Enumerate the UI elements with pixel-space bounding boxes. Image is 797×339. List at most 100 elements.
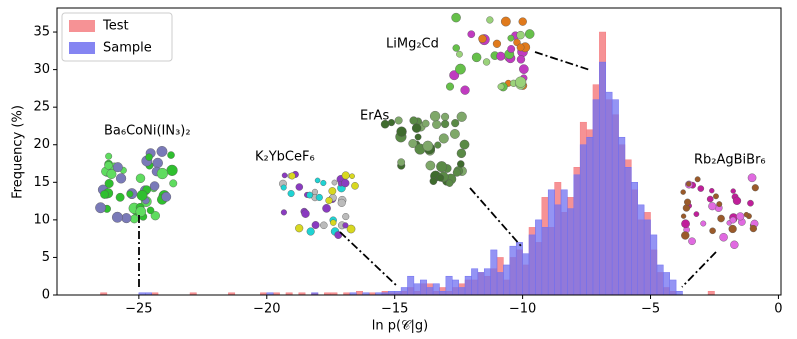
x-tick-label: −10: [509, 302, 536, 317]
histogram-bar: [464, 275, 472, 296]
atom: [478, 34, 487, 43]
histogram-bar: [394, 290, 402, 296]
atom: [280, 184, 287, 191]
atom: [680, 189, 686, 195]
atom: [516, 55, 526, 64]
histogram-bar: [503, 264, 511, 296]
x-axis-label: ln p(𝒞|g): [372, 319, 429, 334]
histogram-bar: [452, 279, 459, 296]
atom: [351, 182, 359, 190]
atom: [396, 126, 407, 137]
atom: [320, 179, 327, 187]
atom: [438, 133, 449, 144]
atom: [452, 44, 460, 52]
atom: [126, 190, 134, 198]
histogram-bar: [560, 189, 568, 296]
atom: [685, 181, 692, 187]
atom: [456, 50, 463, 58]
atom: [135, 206, 147, 217]
y-tick-label: 25: [33, 100, 50, 115]
atom: [288, 172, 296, 180]
atom: [492, 39, 502, 48]
atom: [152, 157, 163, 169]
atom: [104, 161, 113, 170]
histogram-bar: [567, 208, 575, 296]
arrow: [681, 251, 717, 288]
atom: [518, 17, 527, 26]
atom: [328, 187, 337, 195]
histogram-bar: [656, 264, 664, 296]
arrow: [339, 231, 398, 287]
histogram-bar: [669, 279, 677, 296]
atom: [519, 64, 529, 74]
atom: [743, 211, 750, 218]
atom: [516, 30, 525, 40]
histogram-bar: [541, 227, 549, 296]
atom: [322, 204, 331, 213]
atom: [306, 191, 314, 199]
atom: [507, 34, 515, 42]
histogram-bar: [605, 91, 613, 296]
atom: [325, 196, 333, 205]
histogram-bar: [624, 167, 632, 296]
plot-frame: [56, 7, 782, 296]
histogram-bar: [388, 290, 395, 296]
atom: [150, 211, 160, 221]
atom: [104, 179, 114, 188]
y-tick-label: 30: [33, 62, 50, 77]
histogram-bar: [618, 136, 626, 296]
atom: [156, 146, 168, 157]
atom: [507, 45, 516, 53]
atom: [315, 193, 323, 201]
atom: [436, 174, 445, 182]
histogram-bar: [490, 249, 498, 296]
legend: Test Sample: [61, 12, 173, 62]
atom: [105, 152, 113, 160]
atom: [697, 185, 705, 192]
atom: [709, 227, 716, 235]
histogram-bar: [420, 279, 427, 296]
atom: [425, 160, 436, 171]
atom: [422, 140, 434, 152]
atom: [429, 177, 438, 185]
atom: [146, 206, 155, 215]
histogram-bar: [643, 219, 651, 296]
atom: [408, 139, 418, 148]
atom: [115, 173, 127, 184]
atom: [471, 52, 482, 63]
x-tick-label: 0: [774, 302, 782, 317]
atom: [411, 123, 422, 133]
atom: [161, 191, 172, 202]
atom: [414, 133, 422, 141]
histogram-bar: [407, 275, 415, 296]
atom: [135, 173, 146, 183]
atom: [716, 201, 723, 208]
atom: [295, 183, 304, 191]
atom: [451, 12, 461, 23]
atom: [394, 116, 403, 125]
histogram-bar: [547, 189, 555, 296]
annotation: Ba₆CoNi(IN₃)₂: [104, 124, 191, 139]
atom: [441, 112, 450, 121]
atom: [680, 213, 687, 219]
histogram-bar: [707, 290, 715, 296]
atom: [729, 216, 737, 224]
atom: [167, 151, 175, 159]
atom: [706, 195, 714, 203]
histogram-bar: [483, 268, 491, 296]
atom: [717, 214, 725, 223]
histogram-bar: [592, 99, 600, 296]
atom: [331, 179, 338, 186]
histogram-bar: [522, 253, 530, 296]
atom: [516, 43, 525, 52]
histogram-bar: [432, 283, 440, 296]
atom: [129, 214, 139, 224]
y-tick-label: 5: [42, 250, 50, 265]
histogram-bar: [445, 275, 453, 296]
atom: [341, 171, 350, 180]
atom: [342, 213, 350, 221]
histogram-bar: [573, 174, 581, 296]
atom: [496, 51, 506, 61]
atom: [700, 220, 707, 227]
